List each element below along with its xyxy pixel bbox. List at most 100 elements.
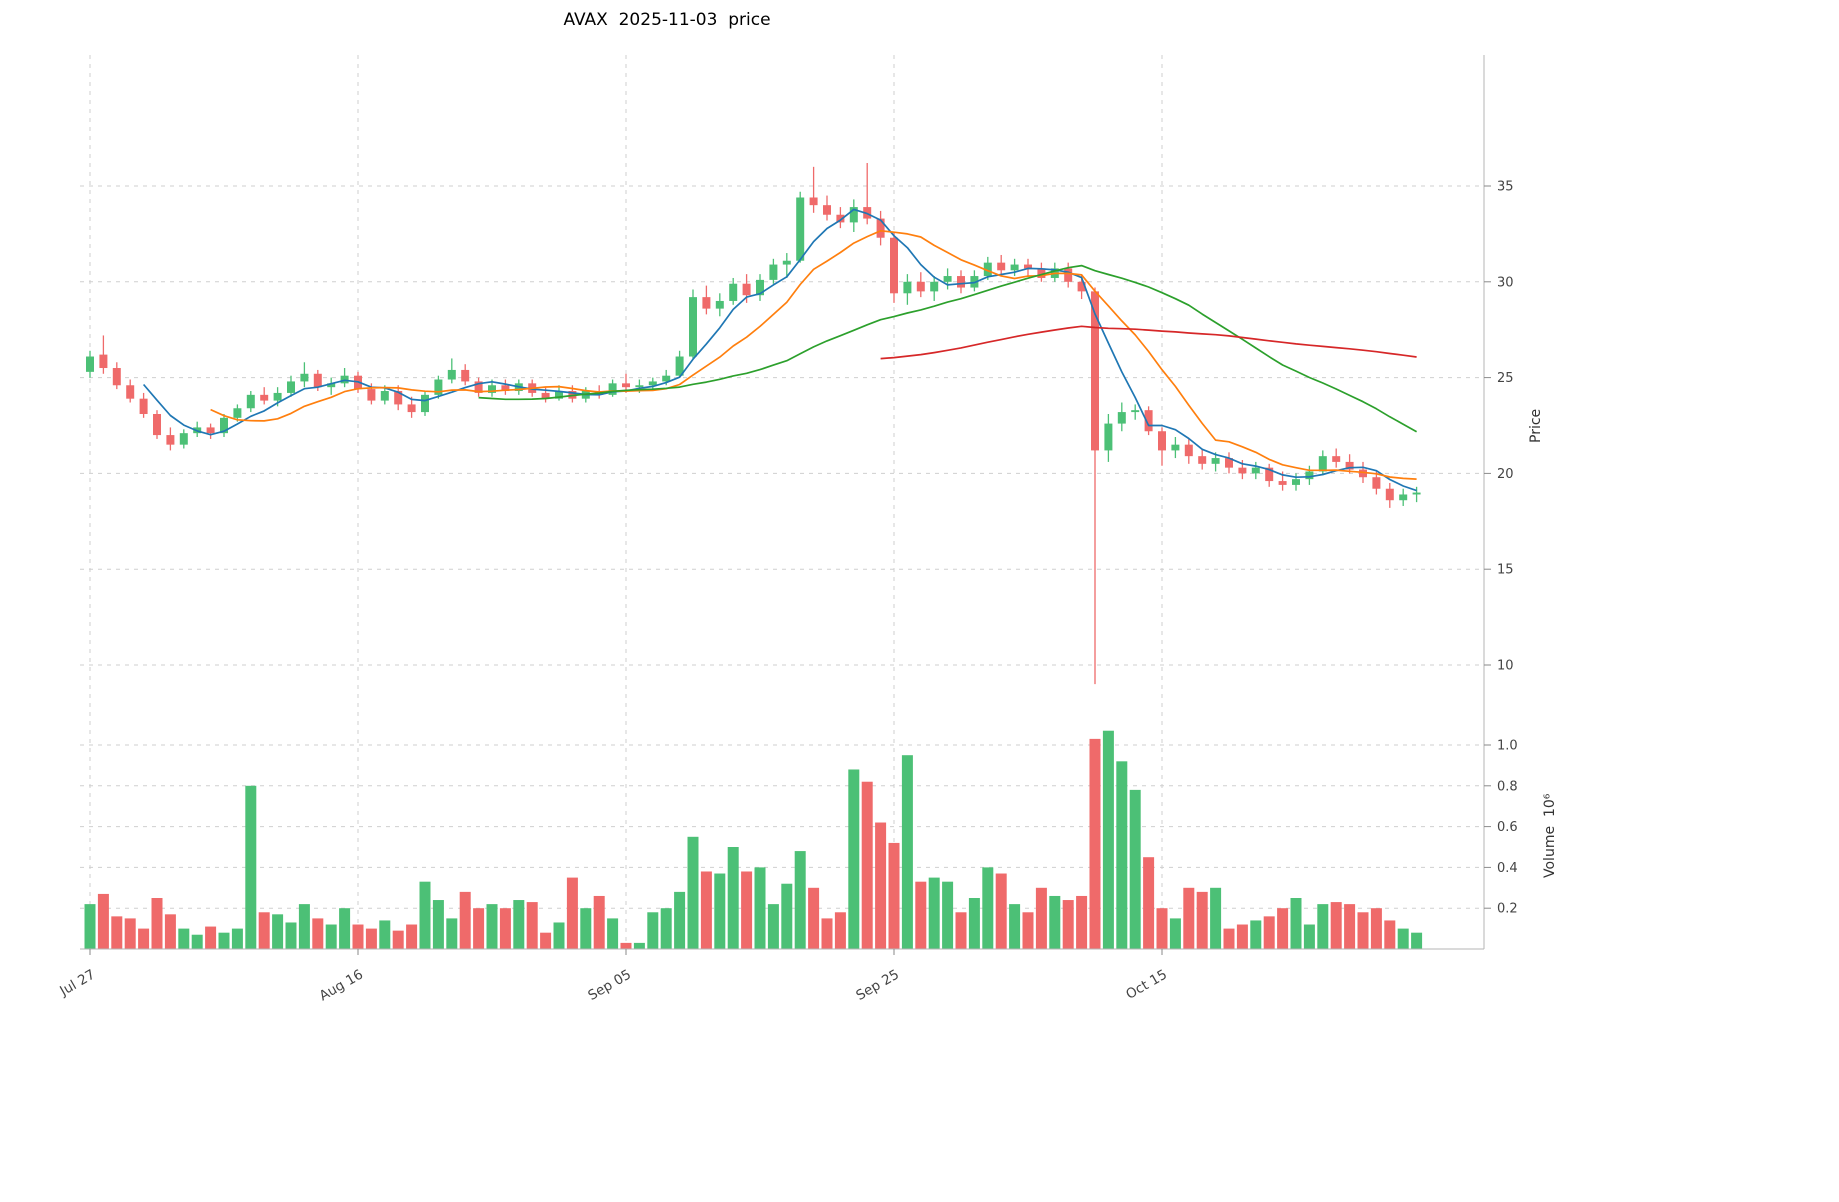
candle-body <box>648 381 657 386</box>
volume-bar <box>1263 916 1275 949</box>
svg-text:Sep 25: Sep 25 <box>853 967 902 1004</box>
volume-bar <box>258 912 270 949</box>
volume-bar <box>1223 928 1235 949</box>
candle-body <box>702 297 711 309</box>
volume-bar <box>1009 904 1021 949</box>
volume-bar <box>942 881 954 949</box>
candle-body <box>836 214 845 223</box>
candle-body <box>474 381 483 393</box>
ma-line-5 <box>142 208 1417 492</box>
volume-bar <box>1049 895 1061 949</box>
candle-body <box>662 375 671 382</box>
volume-bar <box>915 881 927 949</box>
volume-bar <box>1303 924 1315 949</box>
tick-labels: 10 15 20 25 30 35 0.2 0.4 0.6 0.8 1.0 Jul 27 Aug 16 S… <box>56 180 1517 1005</box>
candle-body <box>86 356 94 372</box>
candle-body <box>300 373 309 382</box>
candle-body <box>983 262 992 277</box>
volume-bar <box>499 908 511 949</box>
volume-bar <box>660 908 672 949</box>
volume-bar <box>1035 887 1047 949</box>
candle-body <box>742 283 751 296</box>
candle-body <box>1332 456 1341 462</box>
volume-bar <box>191 934 203 949</box>
volume-bar <box>687 836 699 949</box>
svg-text:30: 30 <box>1497 275 1514 290</box>
candlesticks <box>86 163 1421 685</box>
volume-bar <box>164 914 176 949</box>
volume-bar <box>928 877 940 949</box>
candle-body <box>1064 268 1073 282</box>
candle-body <box>434 379 443 395</box>
candle-body <box>541 392 550 399</box>
volume-bar <box>714 873 726 949</box>
candle-body <box>233 408 242 418</box>
candle-body <box>488 385 496 393</box>
volume-bar <box>1397 928 1409 949</box>
volume-bar <box>392 930 404 949</box>
candle-body <box>608 383 617 395</box>
candle-body <box>1158 431 1166 451</box>
svg-text:35: 35 <box>1497 180 1514 195</box>
svg-text:15: 15 <box>1497 563 1514 578</box>
volume-bar <box>580 908 592 949</box>
volume-bar <box>767 904 779 949</box>
candle-body <box>260 394 269 401</box>
candle-body <box>327 383 336 388</box>
volume-bar <box>834 912 846 949</box>
volume-bar <box>741 871 753 949</box>
candle-body <box>622 383 630 388</box>
candle-body <box>313 373 322 388</box>
candle-body <box>447 369 456 380</box>
candle-body <box>394 391 403 405</box>
volume-bar <box>875 822 887 949</box>
volume-bar <box>1156 908 1168 949</box>
candle-body <box>246 394 255 409</box>
svg-text:Oct 15: Oct 15 <box>1123 967 1170 1003</box>
candle-body <box>1144 410 1153 432</box>
volume-bar <box>365 928 377 949</box>
volume-bar <box>1317 904 1329 949</box>
candle-body <box>635 385 644 388</box>
ma-line-30 <box>478 264 1418 433</box>
volume-bar <box>1129 789 1141 949</box>
volume-bar <box>995 873 1007 949</box>
volume-bar <box>151 898 163 949</box>
candle-body <box>782 260 791 265</box>
candle-body <box>166 435 175 445</box>
svg-text:Jul 27: Jul 27 <box>56 967 98 1000</box>
volume-bar <box>486 904 498 949</box>
candle-body <box>957 276 965 288</box>
volume-bar <box>540 932 552 949</box>
volume-bar <box>245 785 257 949</box>
volume-bar <box>513 900 525 949</box>
candle-body <box>715 300 724 309</box>
candle-body <box>1359 469 1367 478</box>
candle-body <box>689 297 697 357</box>
svg-text:Aug 16: Aug 16 <box>317 967 366 1005</box>
ma-line-60 <box>880 325 1417 360</box>
candle-body <box>729 283 738 301</box>
candle-body <box>1010 264 1019 271</box>
candle-body <box>1091 291 1099 451</box>
svg-text:10: 10 <box>1497 659 1514 674</box>
candle-body <box>1171 444 1180 451</box>
candle-body <box>206 427 215 434</box>
candle-body <box>769 264 778 280</box>
volume-bar <box>312 918 324 949</box>
volume-bar <box>1196 891 1208 949</box>
candle-body <box>675 356 684 376</box>
candle-body <box>139 398 148 415</box>
volume-bar <box>272 914 284 949</box>
candle-body <box>1198 456 1207 464</box>
volume-bar <box>339 908 351 949</box>
candle-body <box>1305 471 1314 480</box>
volume-bar <box>97 893 109 949</box>
candle-body <box>1251 467 1260 474</box>
volume-bar <box>406 924 418 949</box>
candle-body <box>1265 467 1274 482</box>
candle-body <box>903 281 912 294</box>
candle-body <box>1211 458 1220 464</box>
volume-bar <box>901 755 913 949</box>
volume-bar <box>178 928 190 949</box>
